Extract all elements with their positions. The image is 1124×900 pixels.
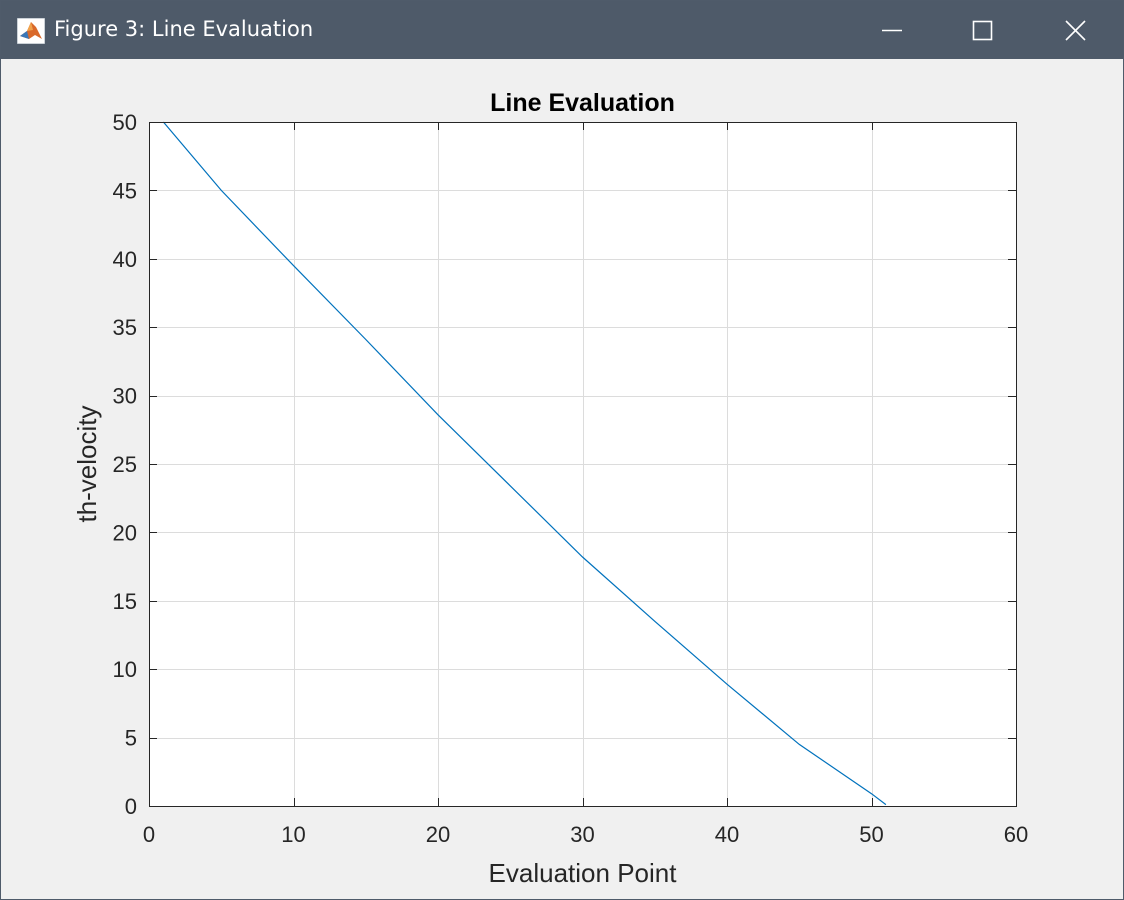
x-axis-label: Evaluation Point (489, 858, 678, 888)
title-bar[interactable]: Figure 3: Line Evaluation (1, 1, 1123, 59)
y-tick-label: 30 (113, 384, 137, 409)
window-title: Figure 3: Line Evaluation (54, 17, 314, 41)
x-tick-label: 0 (143, 822, 155, 847)
y-tick-label: 5 (125, 726, 137, 751)
matlab-icon (17, 18, 45, 44)
y-tick-label: 25 (113, 452, 137, 477)
figure-canvas: 0 10 20 30 40 50 60 0 5 10 15 20 25 30 35 40 45 50 Line E… (1, 59, 1123, 899)
x-tick-label: 10 (281, 822, 305, 847)
close-button[interactable] (1029, 1, 1119, 59)
series-line (162, 121, 887, 806)
y-tick-label: 40 (113, 247, 137, 272)
ticks (149, 122, 1017, 807)
y-tick-label: 20 (113, 520, 137, 545)
x-tick-label: 30 (570, 822, 594, 847)
y-tick-label: 45 (113, 178, 137, 203)
y-axis-label: th-velocity (72, 405, 102, 522)
maximize-icon (972, 20, 993, 41)
line-chart[interactable]: 0 10 20 30 40 50 60 0 5 10 15 20 25 30 35 40 45 50 Line E… (1, 59, 1123, 899)
y-tick-label: 50 (113, 110, 137, 135)
y-tick-label: 0 (125, 794, 137, 819)
x-tick-label: 20 (426, 822, 450, 847)
tick-labels: 0 10 20 30 40 50 60 0 5 10 15 20 25 30 35 40 45 50 (113, 110, 1029, 847)
y-tick-label: 35 (113, 315, 137, 340)
grid-lines (149, 122, 1017, 807)
y-tick-label: 10 (113, 657, 137, 682)
x-tick-label: 40 (715, 822, 739, 847)
maximize-button[interactable] (937, 1, 1027, 59)
minimize-button[interactable] (847, 1, 937, 59)
chart-title: Line Evaluation (490, 89, 675, 117)
series-layer (162, 121, 887, 806)
y-tick-label: 15 (113, 589, 137, 614)
minimize-icon (882, 29, 902, 32)
close-icon (1065, 20, 1086, 41)
x-tick-label: 60 (1004, 822, 1028, 847)
x-tick-label: 50 (859, 822, 883, 847)
